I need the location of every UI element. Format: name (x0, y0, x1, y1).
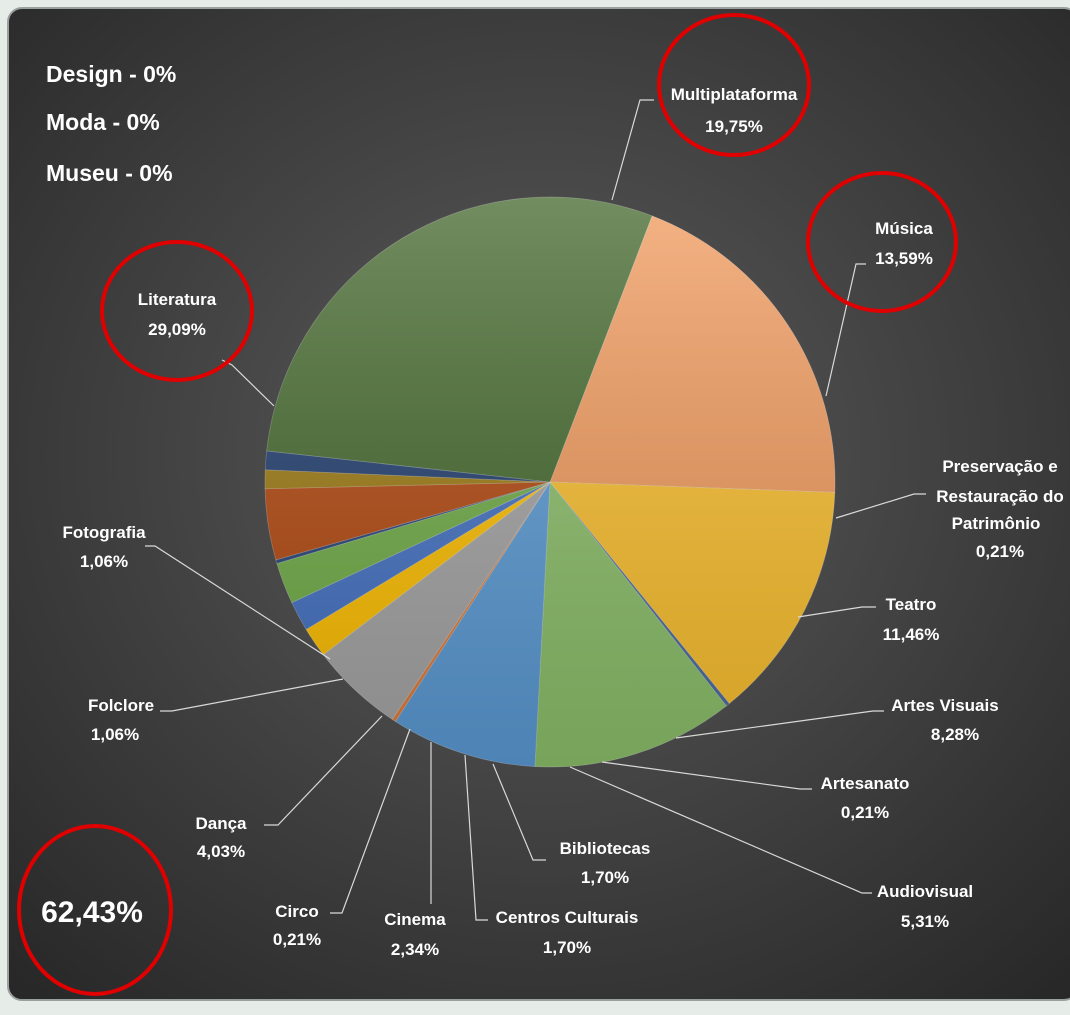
highlight-circle-literatura (100, 240, 254, 382)
pie-slices (264, 196, 836, 768)
slice-name-multiplataforma: Multiplataforma (671, 85, 798, 104)
leader-line-audiovisual (569, 766, 872, 894)
slice-value-bibliotecas: 1,70% (581, 868, 629, 887)
leader-line-bibliotecas (492, 763, 546, 861)
leader-line-artes-visuais (675, 710, 884, 739)
leader-lines (145, 99, 926, 921)
highlight-circles (17, 13, 958, 996)
slice-name-cinema: Cinema (384, 910, 446, 929)
slice-value-cinema: 2,34% (391, 940, 439, 959)
slice-name-preservacao-e-restauracao-do-patrimonio-2: Restauração do (936, 487, 1064, 506)
slice-value-musica: 13,59% (875, 249, 933, 268)
leader-line-danca (264, 715, 383, 826)
slice-name-folclore: Folclore (88, 696, 154, 715)
leader-line-centros-culturais (464, 754, 488, 921)
slice-name-literatura: Literatura (138, 290, 217, 309)
slice-value-audiovisual: 5,31% (901, 912, 949, 931)
highlight-total-value: 62,43% (41, 896, 143, 929)
slice-value-teatro: 11,46% (883, 625, 940, 644)
slice-value-artes-visuais: 8,28% (931, 725, 979, 744)
highlight-circle-multiplataforma (657, 13, 811, 157)
slice-name-centros-culturais: Centros Culturais (496, 908, 639, 927)
slice-value-artesanato: 0,21% (841, 803, 889, 822)
slice-value-danca: 4,03% (197, 842, 245, 861)
slice-value-circo: 0,21% (273, 930, 321, 949)
slice-name-artes-visuais: Artes Visuais (891, 696, 998, 715)
leader-line-multiplataforma (611, 99, 654, 201)
slice-value-folclore: 1,06% (91, 725, 139, 744)
zero-category-moda: Moda - 0% (46, 109, 160, 135)
slice-name-circo: Circo (275, 902, 318, 921)
slice-name-danca: Dança (195, 814, 247, 833)
slice-name-musica: Música (875, 219, 933, 238)
slice-value-fotografia: 1,06% (80, 552, 128, 571)
zero-category-design: Design - 0% (46, 61, 176, 87)
leader-line-folclore (160, 678, 344, 712)
highlight-circle-musica (806, 171, 958, 313)
leader-line-fotografia (145, 545, 331, 660)
leader-line-teatro (797, 606, 876, 618)
slice-name-preservacao-e-restauracao-do-patrimonio-1: Preservação e (942, 457, 1057, 476)
slice-value-literatura: 29,09% (148, 320, 206, 339)
slice-labels: Multiplataforma 19,75% Música 13,59% Preserv… (62, 85, 1063, 959)
slice-name-teatro: Teatro (886, 595, 937, 614)
leader-line-artesanato (601, 761, 812, 790)
leader-line-preservacao-e-restauracao-do-patrimonio (835, 493, 926, 519)
slice-name-bibliotecas: Bibliotecas (560, 839, 651, 858)
slice-name-audiovisual: Audiovisual (877, 882, 973, 901)
slice-value-centros-culturais: 1,70% (543, 938, 591, 957)
slice-name-fotografia: Fotografia (62, 523, 146, 542)
leader-line-musica (825, 263, 866, 397)
slice-name-artesanato: Artesanato (821, 774, 910, 793)
slice-name-preservacao-e-restauracao-do-patrimonio-3: Patrimônio (952, 514, 1041, 533)
zero-category-museu: Museu - 0% (46, 160, 173, 186)
slice-value-multiplataforma: 19,75% (705, 117, 763, 136)
leader-line-circo (330, 728, 411, 914)
highlight-circle-total (17, 824, 173, 996)
slice-value-preservacao-e-restauracao-do-patrimonio: 0,21% (976, 542, 1024, 561)
